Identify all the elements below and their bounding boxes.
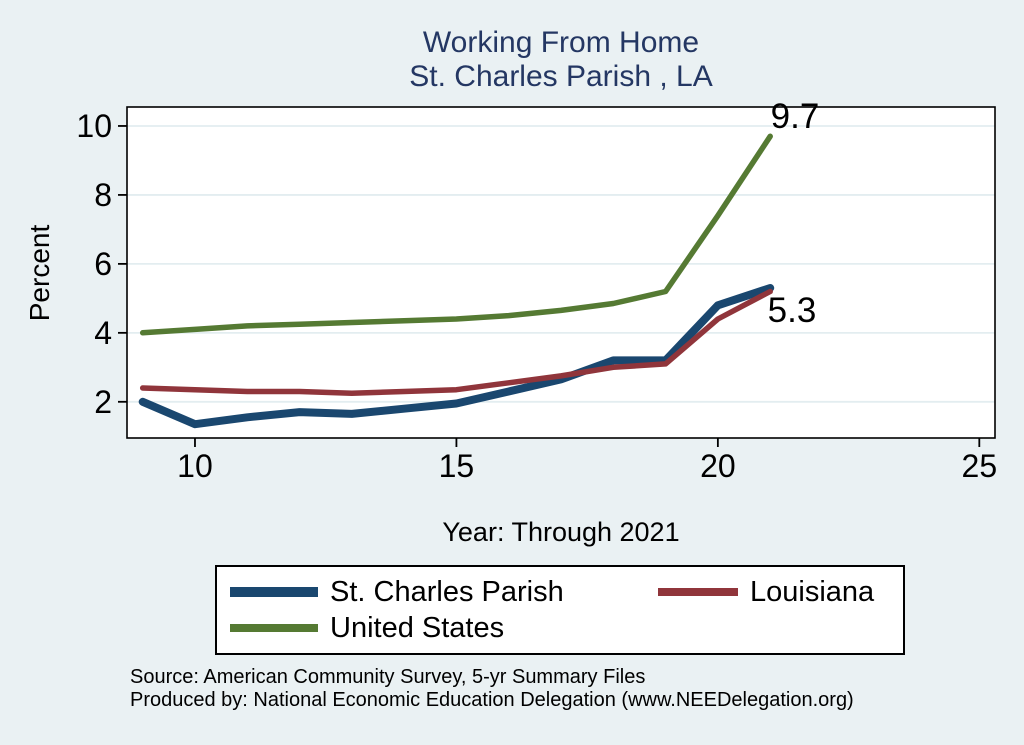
x-tick-label-15: 15 bbox=[439, 448, 475, 484]
x-tick-label-25: 25 bbox=[962, 448, 998, 484]
y-tick-label-6: 6 bbox=[94, 246, 112, 282]
y-axis-title: Percent bbox=[24, 224, 55, 322]
source-note: Source: American Community Survey, 5-yr … bbox=[130, 666, 854, 712]
series-line-united-states bbox=[139, 133, 773, 336]
legend-swatch-louisiana bbox=[658, 588, 738, 596]
source-note-line1: Source: American Community Survey, 5-yr … bbox=[130, 666, 646, 688]
plot-background bbox=[127, 107, 995, 438]
x-axis-title: Year: Through 2021 bbox=[442, 517, 680, 547]
legend-label-st-charles-parish: St. Charles Parish bbox=[330, 575, 564, 608]
x-tick-label-10: 10 bbox=[177, 448, 213, 484]
st-charles-end-value-label: 5.3 bbox=[767, 291, 817, 330]
chart-title-line2: St. Charles Parish , LA bbox=[409, 60, 713, 93]
y-tick-label-10: 10 bbox=[76, 108, 112, 144]
legend-swatch-united-states bbox=[230, 624, 318, 632]
source-note-line2: Produced by: National Economic Education… bbox=[130, 689, 854, 711]
x-tick-label-20: 20 bbox=[700, 448, 736, 484]
legend-label-united-states: United States bbox=[330, 611, 505, 644]
united-states-end-value-label: 9.7 bbox=[770, 97, 820, 136]
legend-row-2: United States bbox=[217, 610, 903, 646]
legend-row-1: St. Charles Parish Louisiana bbox=[217, 574, 903, 610]
series-line-louisiana bbox=[139, 288, 773, 396]
y-tick-label-2: 2 bbox=[94, 384, 112, 420]
legend-swatch-st-charles-parish bbox=[230, 586, 318, 598]
legend-label-louisiana: Louisiana bbox=[750, 575, 875, 608]
plot-frame bbox=[126, 106, 996, 439]
chart-title-line1: Working From Home bbox=[422, 26, 700, 59]
y-tick-label-4: 4 bbox=[94, 315, 112, 351]
chart-title: Working From Home St. Charles Parish , L… bbox=[127, 26, 995, 94]
legend: St. Charles Parish Louisiana United Stat… bbox=[215, 565, 905, 655]
y-tick-label-8: 8 bbox=[94, 177, 112, 213]
